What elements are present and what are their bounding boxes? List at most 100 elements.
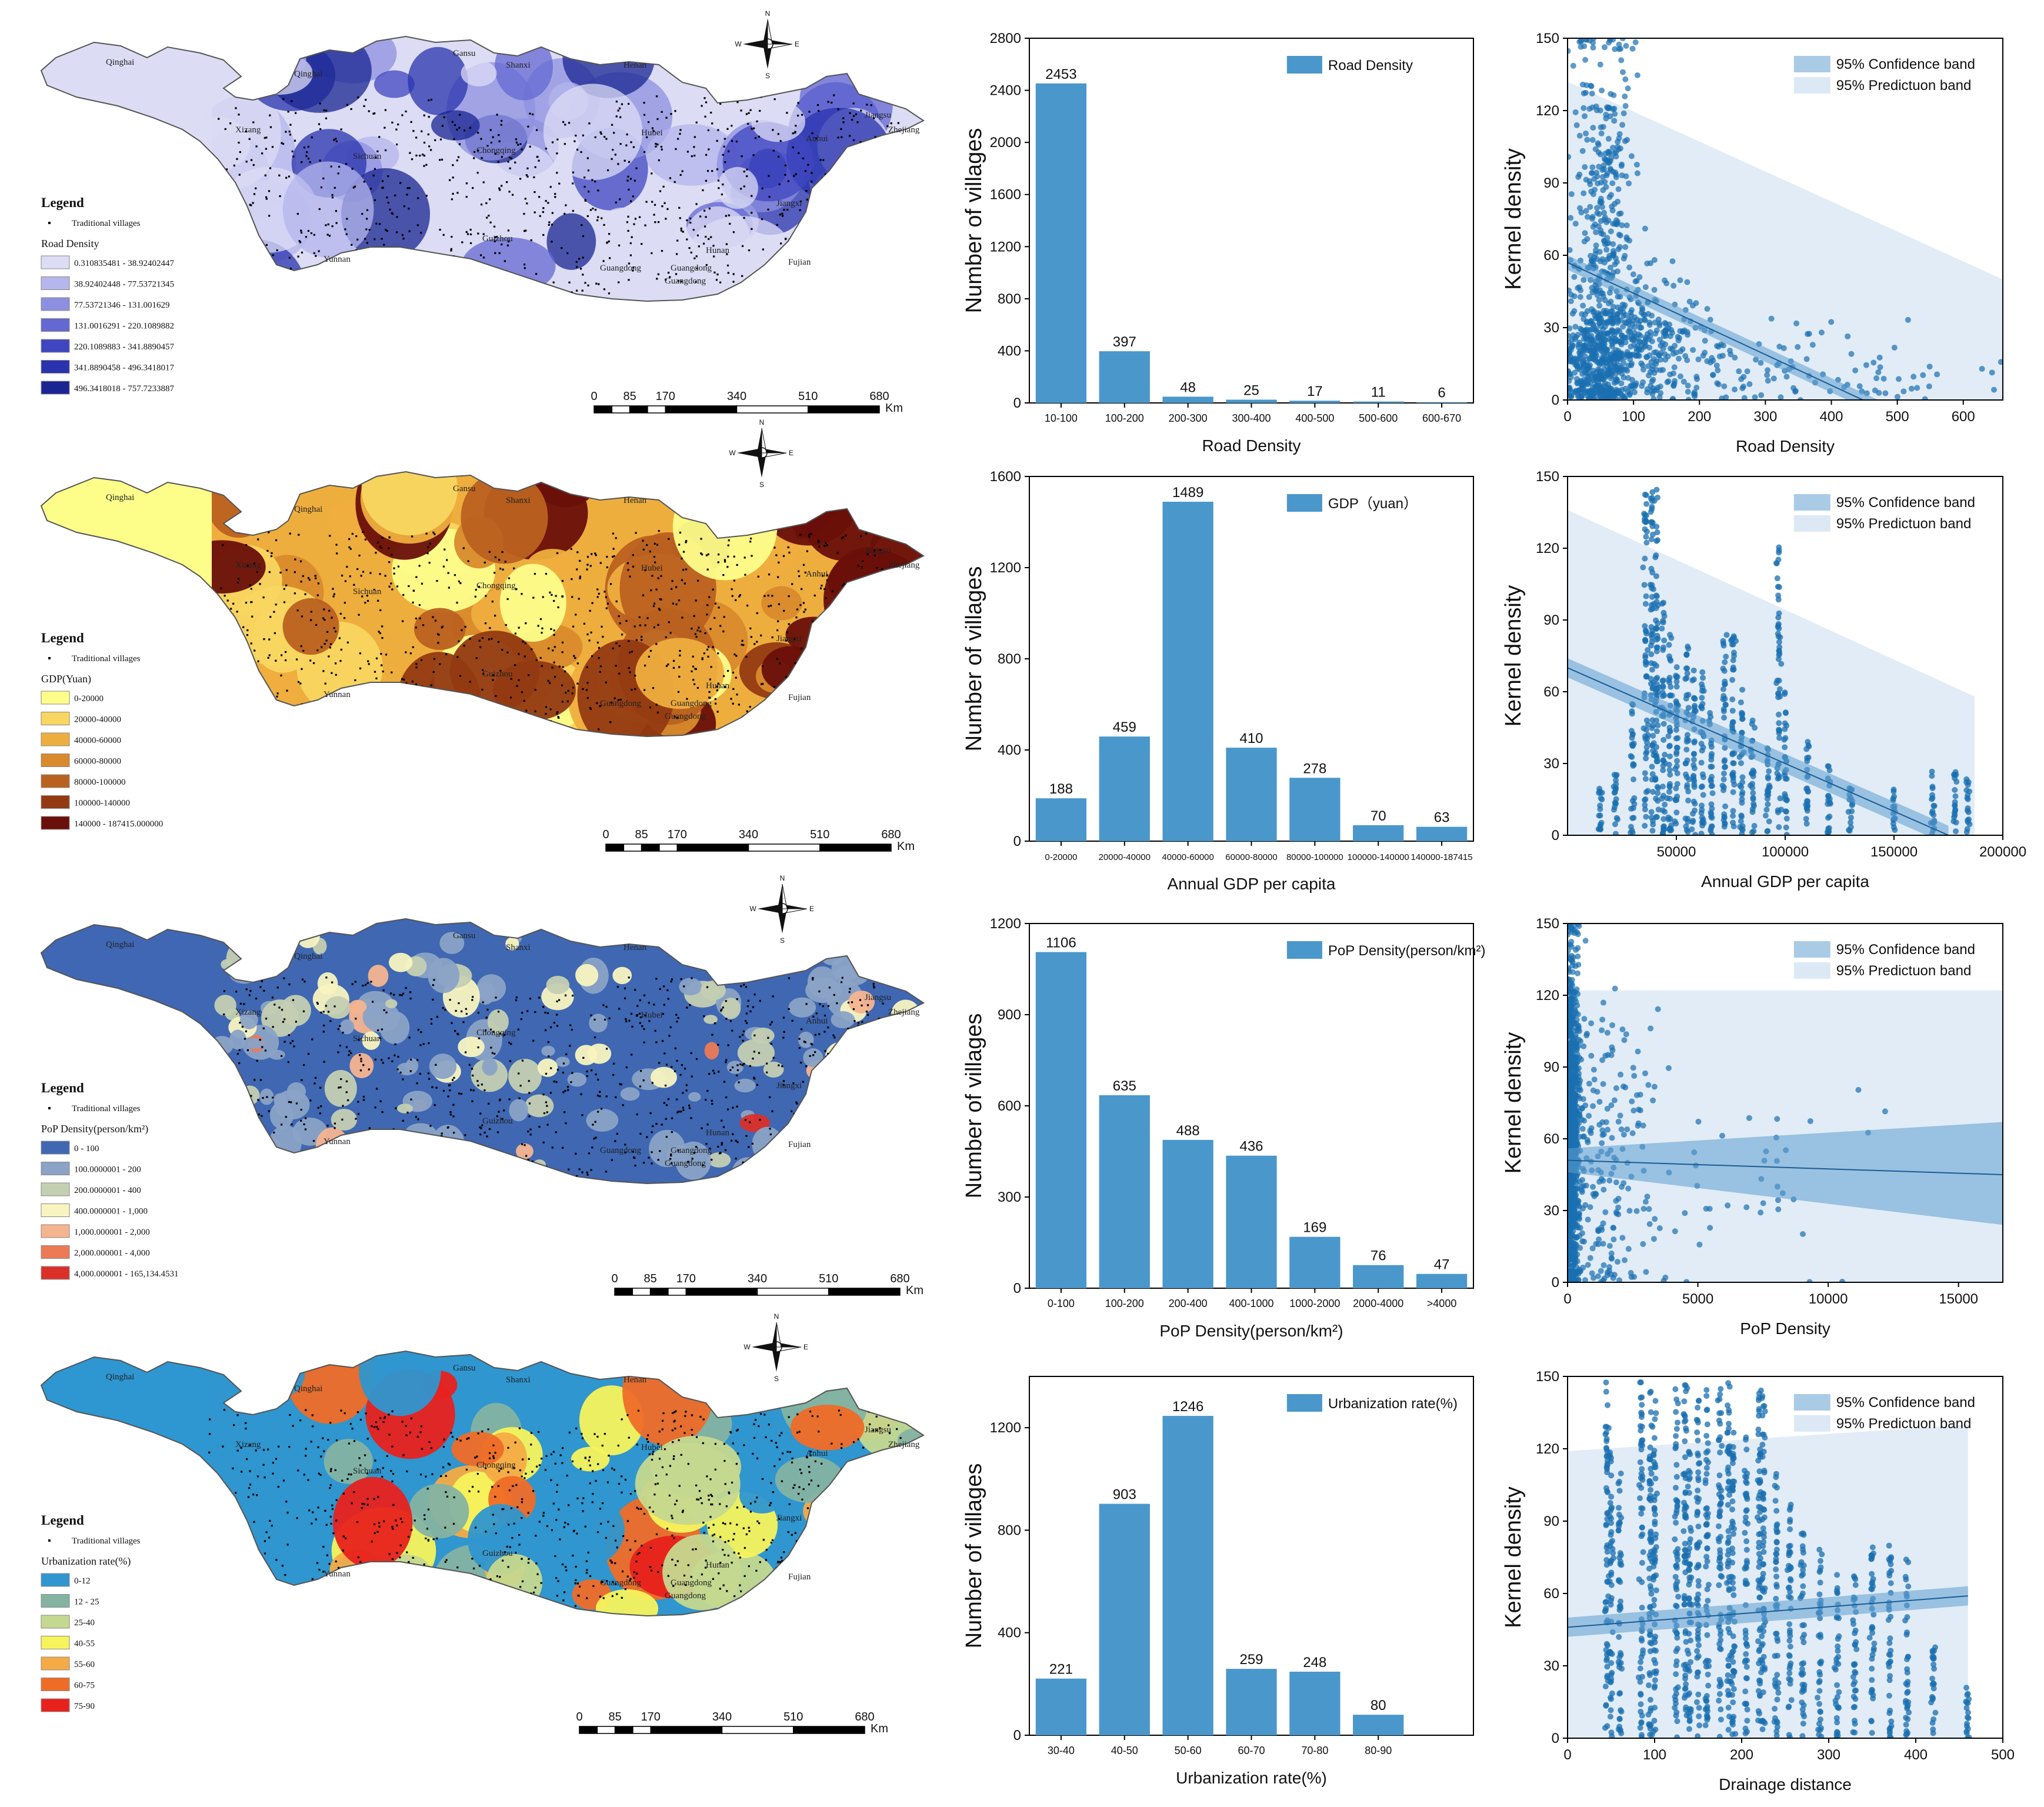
village-marker [301,251,304,254]
bar [1416,402,1468,403]
village-marker [519,1182,522,1183]
village-marker [861,171,863,174]
village-marker [612,532,615,535]
village-marker [562,1062,565,1065]
village-marker [501,1152,504,1155]
scatter-point [1594,173,1600,179]
village-marker [493,274,496,276]
village-marker [716,689,719,692]
village-marker [691,1158,693,1160]
village-marker [411,158,414,161]
village-marker [286,1543,289,1546]
village-marker [557,606,559,609]
village-marker [638,1552,641,1554]
village-marker [442,1089,445,1092]
village-marker [314,1082,316,1085]
village-marker [625,620,628,622]
village-marker [849,1109,852,1112]
village-marker [486,1008,489,1011]
village-marker [480,1127,482,1129]
village-marker [492,1031,495,1033]
village-marker [687,1463,689,1465]
village-marker [743,983,745,986]
village-marker [809,1411,812,1413]
village-marker [787,180,789,182]
scatter-point [1597,61,1603,68]
village-marker [430,1022,433,1025]
scatter-point [1630,271,1636,278]
village-marker [432,1159,434,1161]
village-marker [632,146,635,148]
legend-class-label: 40000-60000 [74,736,121,745]
village-marker [521,1516,523,1519]
village-marker [678,206,681,209]
village-marker [414,1519,416,1522]
village-marker [665,1063,668,1066]
scatter-point [1602,179,1608,185]
village-marker [494,1452,496,1454]
village-marker [415,136,418,139]
village-marker [740,985,742,988]
village-marker [485,202,488,205]
village-marker [514,664,516,666]
village-marker [836,239,839,242]
village-marker [232,266,235,269]
village-marker [264,1540,266,1542]
village-marker [299,560,302,562]
village-marker [252,1595,255,1598]
village-marker [835,188,837,191]
village-marker [472,1567,475,1570]
village-marker [226,1088,229,1091]
village-marker [320,264,323,266]
village-marker [572,686,575,689]
village-marker [658,1458,661,1460]
village-marker [529,1133,532,1136]
village-marker [888,1432,891,1435]
village-marker [535,659,538,661]
village-marker [682,1509,684,1512]
village-marker [638,216,641,218]
village-marker [396,231,398,234]
village-marker [618,672,621,675]
village-marker [525,1171,528,1173]
village-marker [561,595,563,598]
village-marker [534,1586,536,1589]
legend-class-label: 77.53721346 - 131.001629 [74,301,170,310]
village-marker [833,993,835,996]
village-marker [716,139,718,142]
village-marker [696,579,699,582]
legend-class-label: 220.1089883 - 341.8890457 [74,342,174,352]
village-marker [542,596,544,598]
village-marker [652,1125,654,1128]
village-marker [412,601,414,604]
village-marker [823,1031,826,1033]
village-marker [303,146,306,149]
village-marker [657,273,659,275]
scatter-point [1596,249,1603,255]
region-patch [612,966,632,985]
village-marker [552,1451,555,1453]
region-patch [537,1058,558,1077]
village-marker [556,1491,558,1493]
village-marker [732,702,734,705]
village-marker [430,270,433,272]
village-marker [596,1094,599,1097]
village-marker [304,1128,307,1131]
village-marker [452,1522,455,1525]
village-marker [664,1084,667,1087]
village-marker [858,1549,860,1552]
village-marker [346,641,349,644]
village-marker [443,1438,445,1441]
village-marker [593,1018,596,1021]
village-marker [348,538,351,541]
village-marker [267,656,269,659]
village-marker [494,1052,496,1055]
village-marker [606,602,609,605]
village-marker [837,136,839,139]
legend-swatch [41,754,70,767]
village-marker [829,1588,832,1590]
village-marker [262,1449,265,1451]
village-marker [522,641,524,643]
village-marker [442,1466,445,1469]
village-marker [805,190,808,192]
